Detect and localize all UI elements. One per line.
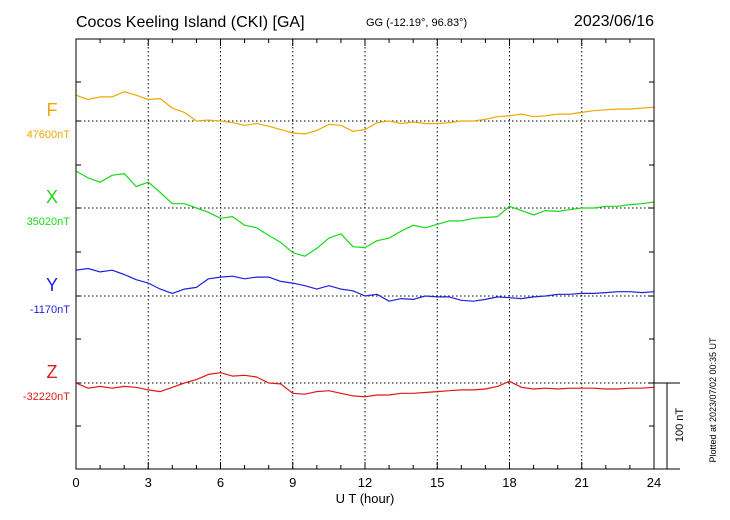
plotted-timestamp: Plotted at 2023/07/02 00:35 UT — [708, 337, 718, 463]
scale-bar: 100 nT — [654, 382, 686, 470]
station-coords: GG (-12.19°, 96.83°) — [366, 17, 467, 29]
x-tick-label: 21 — [575, 475, 589, 490]
series-baseline-x: 35020nT — [27, 216, 71, 228]
series-name-y: Y — [46, 275, 58, 295]
date-label: 2023/06/16 — [574, 13, 654, 30]
grid-lines — [147, 39, 583, 469]
series-baseline-f: 47600nT — [27, 129, 71, 141]
series-baseline-y: -1170nT — [30, 304, 70, 316]
series-name-f: F — [47, 100, 58, 120]
x-tick-labels: 0 3 6 9 12 15 18 21 24 — [72, 475, 661, 490]
station-title: Cocos Keeling Island (CKI) [GA] — [76, 14, 305, 31]
x-axis-label: U T (hour) — [336, 491, 395, 506]
axis-ticks — [75, 38, 655, 470]
x-tick-label: 12 — [358, 475, 372, 490]
x-tick-label: 6 — [217, 475, 224, 490]
x-tick-label: 0 — [72, 475, 79, 490]
series-name-z: Z — [47, 362, 58, 382]
series-line-x — [75, 170, 655, 257]
x-tick-label: 9 — [289, 475, 296, 490]
series-baseline-z: -32220nT — [23, 391, 70, 403]
x-tick-label: 15 — [430, 475, 444, 490]
x-tick-label: 3 — [145, 475, 152, 490]
x-tick-label: 18 — [502, 475, 516, 490]
series-labels: F 47600nT X 35020nT Y -1170nT Z -32220nT — [23, 100, 70, 403]
series-line-f — [75, 91, 655, 135]
series-lines — [75, 91, 655, 398]
series-line-z — [75, 372, 655, 398]
series-name-x: X — [46, 187, 58, 207]
plot-frame — [75, 38, 655, 470]
x-tick-label: 24 — [647, 475, 661, 490]
series-line-y — [75, 267, 655, 302]
scale-bar-label: 100 nT — [674, 408, 686, 443]
